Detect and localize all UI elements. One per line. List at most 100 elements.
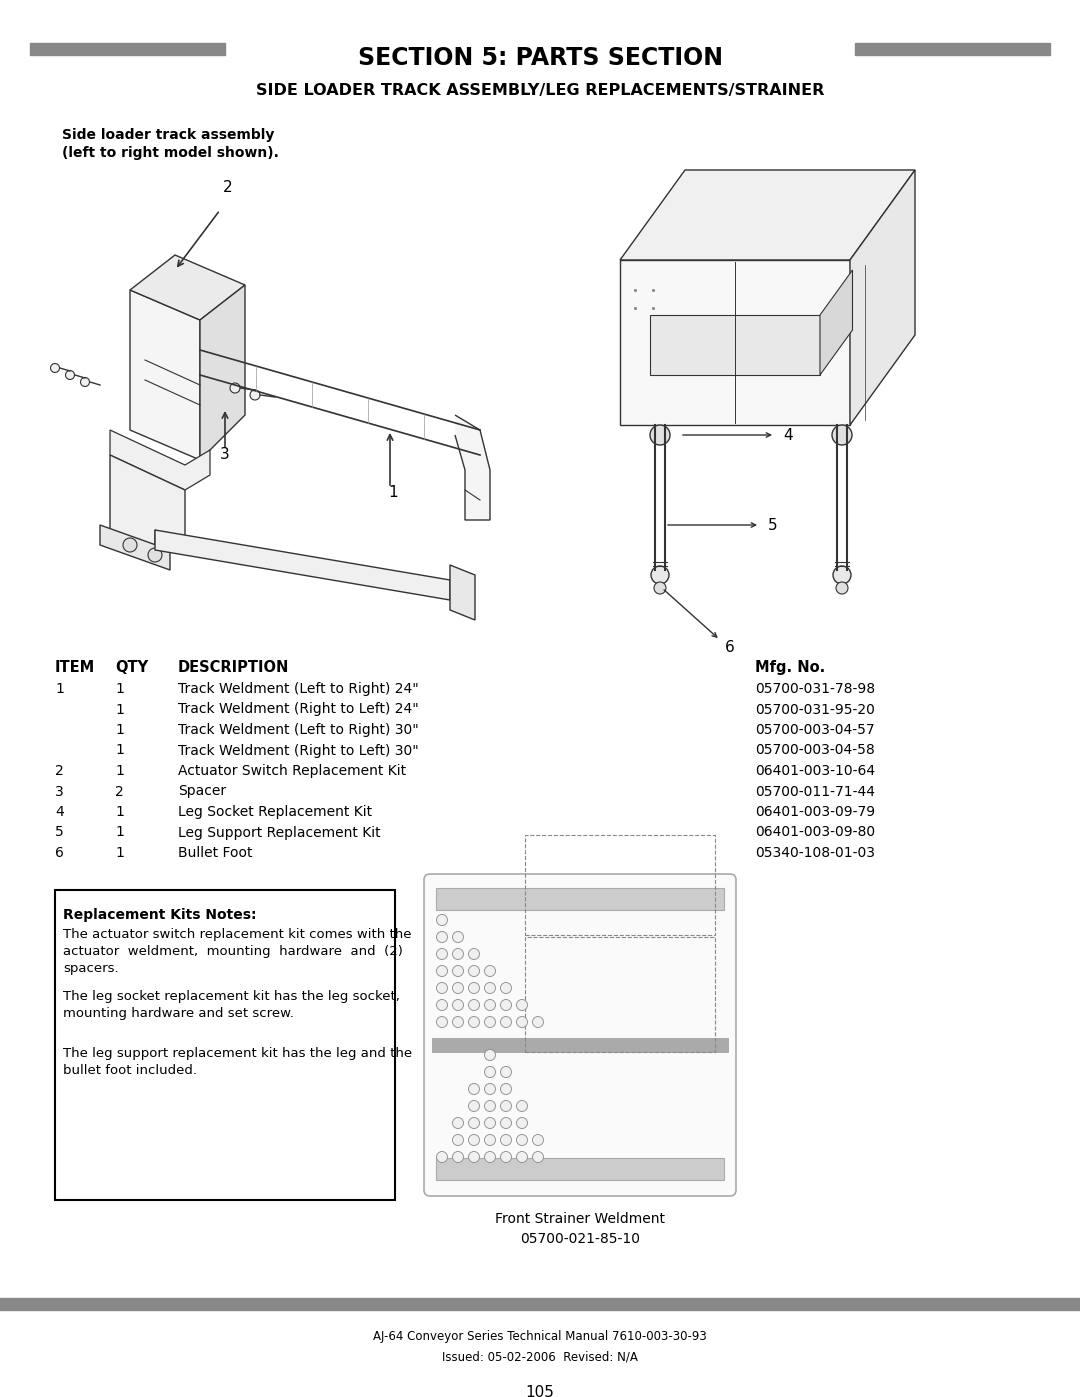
Polygon shape <box>620 260 850 425</box>
Circle shape <box>532 1151 543 1162</box>
Text: DESCRIPTION: DESCRIPTION <box>178 659 289 675</box>
Circle shape <box>516 1017 527 1028</box>
Circle shape <box>469 999 480 1010</box>
Circle shape <box>485 999 496 1010</box>
Circle shape <box>453 1118 463 1129</box>
Circle shape <box>485 1084 496 1094</box>
Polygon shape <box>156 529 450 599</box>
Text: 05340-108-01-03: 05340-108-01-03 <box>755 847 875 861</box>
Text: 05700-031-78-98: 05700-031-78-98 <box>755 682 875 696</box>
Circle shape <box>651 566 669 584</box>
Circle shape <box>516 1151 527 1162</box>
Bar <box>0 1298 1080 1310</box>
Circle shape <box>485 965 496 977</box>
Circle shape <box>453 949 463 960</box>
Text: 1: 1 <box>388 485 397 500</box>
Circle shape <box>485 1101 496 1112</box>
Text: Track Weldment (Right to Left) 24": Track Weldment (Right to Left) 24" <box>178 703 419 717</box>
Polygon shape <box>130 291 200 460</box>
Circle shape <box>469 949 480 960</box>
Text: Replacement Kits Notes:: Replacement Kits Notes: <box>63 908 257 922</box>
Circle shape <box>469 1101 480 1112</box>
Circle shape <box>469 1134 480 1146</box>
Text: 6: 6 <box>725 640 734 655</box>
Circle shape <box>469 1151 480 1162</box>
Circle shape <box>81 377 90 387</box>
Text: The actuator switch replacement kit comes with the: The actuator switch replacement kit come… <box>63 928 411 942</box>
Text: Actuator Switch Replacement Kit: Actuator Switch Replacement Kit <box>178 764 406 778</box>
Circle shape <box>453 982 463 993</box>
Circle shape <box>532 1017 543 1028</box>
Text: 05700-021-85-10: 05700-021-85-10 <box>519 1232 640 1246</box>
Polygon shape <box>650 314 820 374</box>
Text: 1: 1 <box>114 724 124 738</box>
Text: 2: 2 <box>224 180 233 196</box>
Circle shape <box>485 1151 496 1162</box>
Circle shape <box>500 1066 512 1077</box>
Text: 06401-003-09-80: 06401-003-09-80 <box>755 826 875 840</box>
Text: 1: 1 <box>114 764 124 778</box>
Polygon shape <box>620 170 915 260</box>
Text: Issued: 05-02-2006  Revised: N/A: Issued: 05-02-2006 Revised: N/A <box>442 1350 638 1363</box>
Text: 1: 1 <box>114 847 124 861</box>
Circle shape <box>453 1134 463 1146</box>
Circle shape <box>249 390 260 400</box>
Text: mounting hardware and set screw.: mounting hardware and set screw. <box>63 1007 294 1020</box>
Text: 2: 2 <box>114 785 124 799</box>
Circle shape <box>123 538 137 552</box>
Text: 3: 3 <box>220 447 230 462</box>
Text: 05700-003-04-58: 05700-003-04-58 <box>755 743 875 757</box>
Text: spacers.: spacers. <box>63 963 119 975</box>
Circle shape <box>833 566 851 584</box>
Bar <box>432 1038 728 1052</box>
Bar <box>30 43 225 54</box>
Text: bullet foot included.: bullet foot included. <box>63 1065 197 1077</box>
Text: actuator  weldment,  mounting  hardware  and  (2): actuator weldment, mounting hardware and… <box>63 944 403 958</box>
Circle shape <box>485 982 496 993</box>
Text: The leg socket replacement kit has the leg socket,: The leg socket replacement kit has the l… <box>63 990 400 1003</box>
Circle shape <box>485 1066 496 1077</box>
Polygon shape <box>820 270 852 374</box>
Circle shape <box>453 1017 463 1028</box>
Circle shape <box>469 982 480 993</box>
Text: The leg support replacement kit has the leg and the: The leg support replacement kit has the … <box>63 1046 413 1060</box>
Circle shape <box>469 965 480 977</box>
Bar <box>436 888 724 909</box>
Text: SECTION 5: PARTS SECTION: SECTION 5: PARTS SECTION <box>357 46 723 70</box>
Polygon shape <box>200 285 245 460</box>
Bar <box>436 1158 724 1180</box>
Circle shape <box>485 1049 496 1060</box>
Text: Leg Support Replacement Kit: Leg Support Replacement Kit <box>178 826 380 840</box>
Circle shape <box>516 1134 527 1146</box>
Text: 1: 1 <box>114 703 124 717</box>
Circle shape <box>469 1118 480 1129</box>
Circle shape <box>650 425 670 446</box>
Text: 3: 3 <box>55 785 64 799</box>
Polygon shape <box>130 256 245 320</box>
Text: 1: 1 <box>114 682 124 696</box>
Polygon shape <box>100 525 170 570</box>
Circle shape <box>230 383 240 393</box>
FancyBboxPatch shape <box>424 875 735 1196</box>
Circle shape <box>453 965 463 977</box>
Circle shape <box>148 548 162 562</box>
Text: 4: 4 <box>783 427 793 443</box>
Text: 05700-003-04-57: 05700-003-04-57 <box>755 724 875 738</box>
Circle shape <box>500 982 512 993</box>
Text: AJ-64 Conveyor Series Technical Manual 7610-003-30-93: AJ-64 Conveyor Series Technical Manual 7… <box>373 1330 707 1343</box>
Circle shape <box>453 932 463 943</box>
Text: SIDE LOADER TRACK ASSEMBLY/LEG REPLACEMENTS/STRAINER: SIDE LOADER TRACK ASSEMBLY/LEG REPLACEME… <box>256 82 824 98</box>
Text: Leg Socket Replacement Kit: Leg Socket Replacement Kit <box>178 805 373 819</box>
Text: 5: 5 <box>55 826 64 840</box>
Text: Side loader track assembly: Side loader track assembly <box>62 129 274 142</box>
Polygon shape <box>455 415 490 520</box>
Circle shape <box>436 965 447 977</box>
Text: 1: 1 <box>114 805 124 819</box>
Bar <box>525 937 715 1052</box>
Circle shape <box>654 583 666 594</box>
Polygon shape <box>450 564 475 620</box>
Circle shape <box>500 999 512 1010</box>
Circle shape <box>500 1101 512 1112</box>
Circle shape <box>436 915 447 925</box>
Circle shape <box>832 425 852 446</box>
